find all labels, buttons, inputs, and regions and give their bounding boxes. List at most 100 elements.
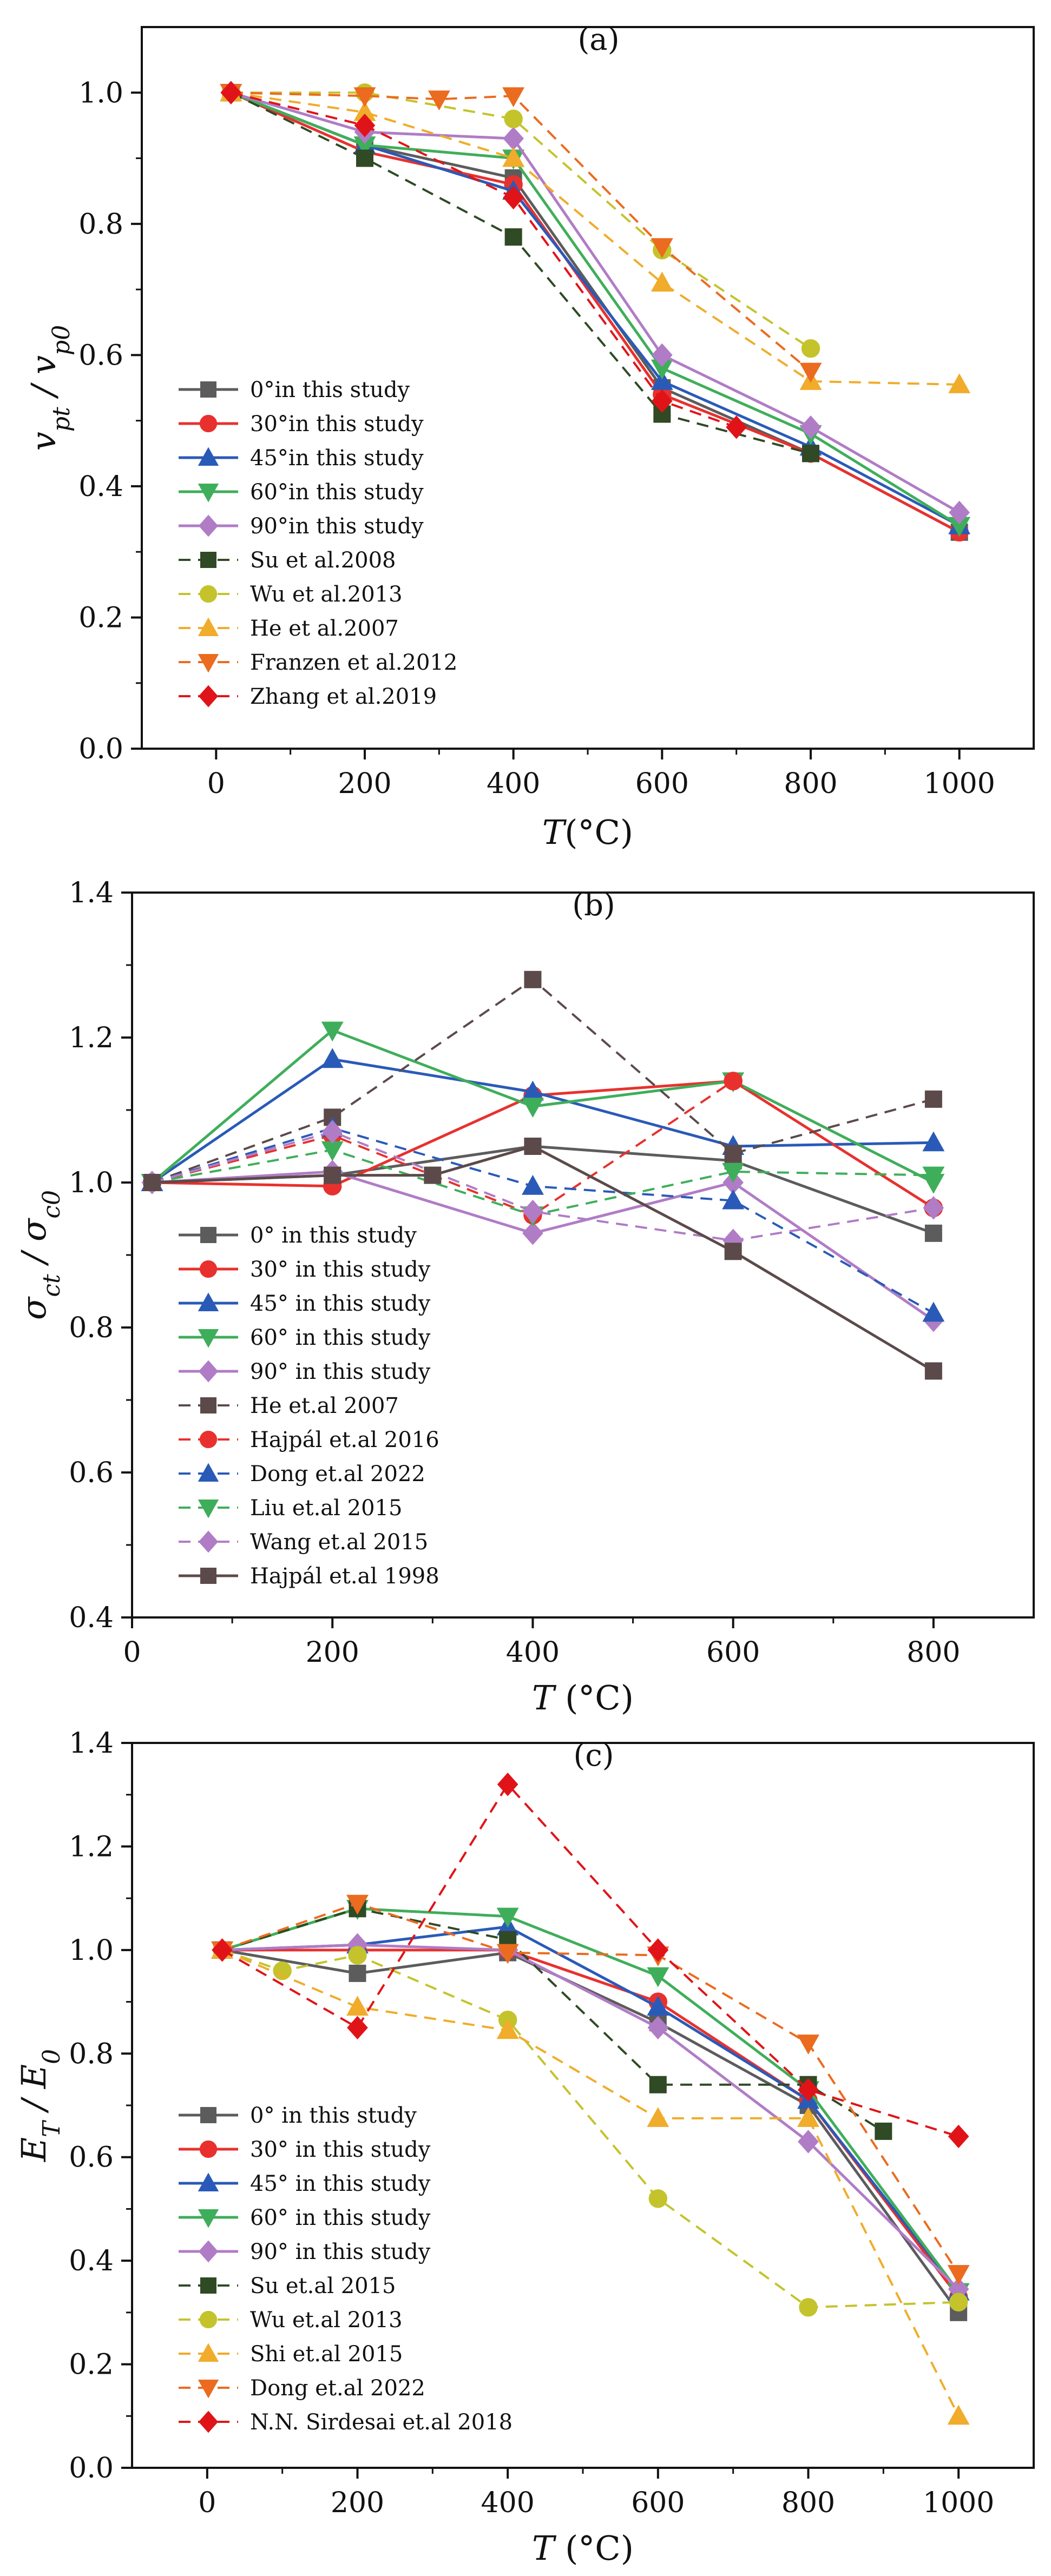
y-tick-label: 0.0 xyxy=(69,2452,114,2485)
legend-label: 60° in this study xyxy=(250,2205,431,2230)
data-point xyxy=(724,1243,742,1260)
legend-marker xyxy=(198,484,219,503)
series-line xyxy=(221,1907,960,2293)
series-line xyxy=(231,91,960,514)
legend-marker xyxy=(200,1227,216,1243)
data-point xyxy=(922,1302,945,1322)
data-point xyxy=(428,90,450,111)
data-point xyxy=(524,1138,542,1155)
x-tick-label: 0 xyxy=(123,1636,141,1669)
data-point xyxy=(502,147,525,167)
data-point xyxy=(522,1221,543,1245)
legend-label: Franzen et al.2012 xyxy=(250,650,457,675)
legend-label: 0° in this study xyxy=(250,1223,417,1248)
legend: 0° in this study 30° in this study 45° in … xyxy=(179,2103,513,2435)
data-point xyxy=(220,81,242,105)
legend-marker xyxy=(198,2410,219,2433)
y-tick-label: 0.4 xyxy=(69,1602,114,1634)
x-axis-title-var: T xyxy=(532,1678,557,1718)
x-tick-label: 200 xyxy=(331,2487,384,2519)
y-tick-label: 0.0 xyxy=(78,733,123,765)
y-axis-title-sep: / v xyxy=(24,355,63,407)
x-axis-title: T (°C) xyxy=(532,2528,634,2568)
y-tick-label: 0.6 xyxy=(69,2142,114,2174)
series-line xyxy=(152,1131,934,1242)
legend-marker xyxy=(198,2240,219,2263)
y-tick-label: 0.4 xyxy=(78,471,123,503)
data-point xyxy=(504,228,522,246)
series-su-et-al-2008 xyxy=(222,84,819,463)
data-point xyxy=(347,2016,368,2040)
chart-panel-1: 0 200 400 600 800 0.4 0.6 0.8 1.0 1.2 1.4 (b) T (°C)… xyxy=(14,877,1035,1718)
data-point xyxy=(651,238,673,259)
series-line xyxy=(152,1127,934,1314)
data-point xyxy=(799,2298,818,2317)
y-axis-title-sub2: 0 xyxy=(38,2049,65,2064)
data-point xyxy=(424,1166,442,1184)
legend-marker xyxy=(198,514,219,537)
y-axis-title-main: E xyxy=(14,2137,54,2162)
y-axis-title-sep: / σ xyxy=(14,1218,54,1274)
x-axis-title: T (°C) xyxy=(532,1678,634,1718)
legend-marker xyxy=(198,654,219,673)
data-point xyxy=(504,109,523,128)
y-axis-title-sub2: c0 xyxy=(38,1190,65,1219)
legend-marker xyxy=(198,1360,219,1383)
data-point xyxy=(722,1162,745,1183)
legend-label: 60°in this study xyxy=(250,480,424,505)
legend-label: Wu et al.2013 xyxy=(250,582,403,607)
legend-label: 30°in this study xyxy=(250,412,424,437)
data-point xyxy=(648,2189,668,2208)
legend-marker xyxy=(198,617,219,636)
legend-label: 90° in this study xyxy=(250,1359,431,1384)
y-axis-title-sub1: T xyxy=(38,2119,65,2137)
legend-label: Zhang et al.2019 xyxy=(250,684,437,709)
y-tick-label: 1.0 xyxy=(69,1167,114,1199)
data-point xyxy=(924,1362,942,1380)
y-tick-label: 0.8 xyxy=(69,2038,114,2070)
x-tick-label: 800 xyxy=(784,768,837,800)
legend-label: He et.al 2007 xyxy=(250,1393,399,1418)
y-tick-label: 1.4 xyxy=(69,1727,114,1760)
x-tick-label: 800 xyxy=(907,1636,960,1669)
x-tick-label: 600 xyxy=(635,768,689,800)
data-point xyxy=(346,1996,369,2016)
legend-label: 90°in this study xyxy=(250,514,424,539)
x-axis-title-var: T xyxy=(532,2528,557,2568)
data-point xyxy=(724,1072,743,1091)
y-tick-label: 0.2 xyxy=(78,602,123,634)
data-point xyxy=(522,1199,543,1224)
legend-label: He et al.2007 xyxy=(250,616,399,641)
data-point xyxy=(647,1938,669,1962)
x-tick-label: 800 xyxy=(781,2487,835,2519)
x-axis-title-unit: (°C) xyxy=(564,813,633,852)
series-45-in-this-study xyxy=(141,1048,945,1191)
series-line xyxy=(152,1080,934,1217)
y-tick-label: 1.2 xyxy=(69,1831,114,1863)
series-dong-et-al-2022 xyxy=(141,1117,945,1322)
data-point xyxy=(797,2035,819,2055)
data-point xyxy=(356,149,373,167)
legend-label: Su et al.2008 xyxy=(250,548,396,573)
y-axis-title-sub2: p0 xyxy=(48,325,75,355)
y-axis-title-main: σ xyxy=(14,1296,54,1320)
y-axis-title: ET / E0 xyxy=(14,2049,65,2162)
legend-label: Hajpál et.al 1998 xyxy=(250,1564,439,1589)
x-tick-label: 200 xyxy=(338,768,391,800)
data-point xyxy=(651,343,673,367)
series-he-et-al-2007 xyxy=(143,970,942,1191)
panel-label: (b) xyxy=(572,888,615,923)
chart-panel-0: 0 200 400 600 800 1000 0.0 0.2 0.4 0.6 0.8 1.0 (a) T(… xyxy=(24,22,1035,852)
chart-panel-2: 0 200 400 600 800 1000 0.0 0.2 0.4 0.6 0.8 1.0 1.2 1.… xyxy=(14,1727,1035,2568)
legend-marker xyxy=(199,414,218,433)
legend-label: 0° in this study xyxy=(250,2103,417,2128)
y-axis-title-sub1: pt xyxy=(48,407,75,432)
legend-label: Wang et.al 2015 xyxy=(250,1530,428,1555)
y-tick-label: 1.2 xyxy=(69,1022,114,1054)
data-point xyxy=(143,1174,161,1191)
data-point xyxy=(524,970,542,988)
legend-marker xyxy=(198,1292,219,1311)
data-point xyxy=(354,114,376,137)
data-point xyxy=(801,339,820,358)
series-line xyxy=(152,1145,934,1235)
